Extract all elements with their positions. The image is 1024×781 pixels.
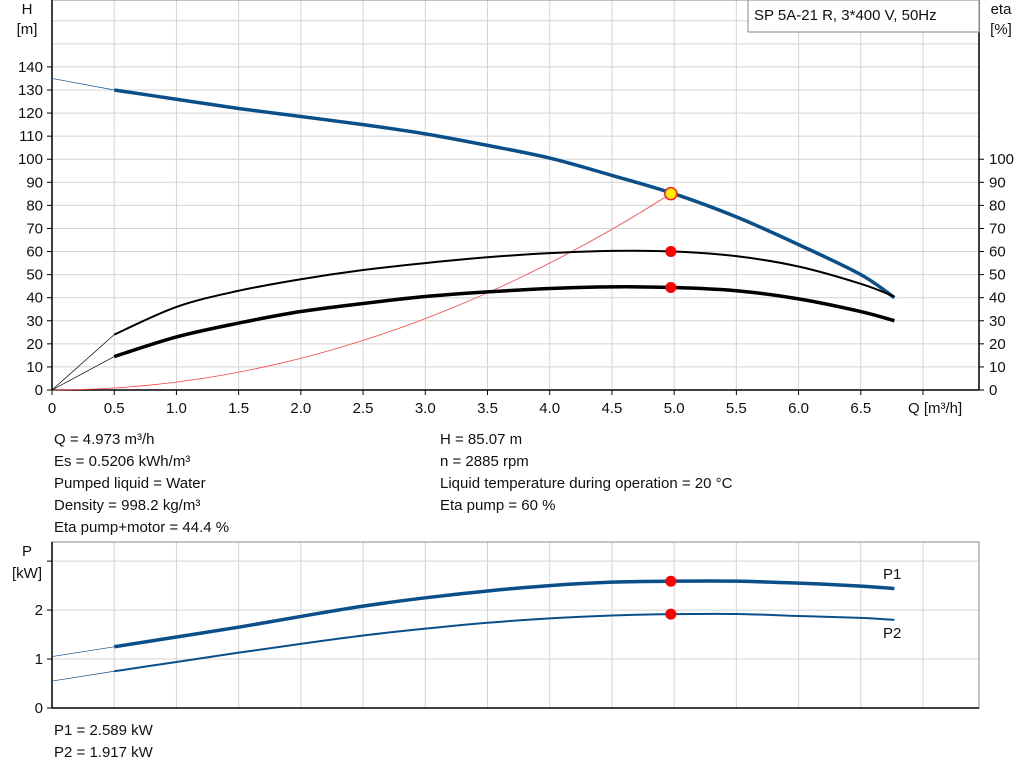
y-tick-label-right: 60 — [989, 244, 1006, 261]
info-flow: Q = 4.973 m³/h — [54, 431, 155, 448]
x-tick-label: 5.0 — [664, 400, 685, 417]
H-curve — [113, 88, 896, 300]
p2-label: P2 — [883, 625, 901, 642]
duty-point — [665, 246, 677, 258]
y-tick-label: 0 — [35, 700, 43, 717]
x-tick-label: 0.5 — [104, 400, 125, 417]
y-tick-label: 50 — [26, 267, 43, 284]
duty-point — [665, 608, 677, 620]
eta_pump-curve — [113, 249, 895, 336]
info-head: H = 85.07 m — [440, 431, 523, 448]
system-curve — [51, 193, 671, 391]
x-tick-label: 5.5 — [726, 400, 747, 417]
x-tick-label: 6.0 — [788, 400, 809, 417]
y-axis-right-unit: [%] — [990, 21, 1012, 38]
info-p1: P1 = 2.589 kW — [54, 722, 153, 739]
info-temperature: Liquid temperature during operation = 20… — [440, 475, 733, 492]
y-tick-label: 20 — [26, 336, 43, 353]
y-tick-label-right: 30 — [989, 313, 1006, 330]
info-p2: P2 = 1.917 kW — [54, 744, 153, 761]
y-tick-label: 100 — [18, 151, 43, 168]
duty-info-left: Q = 4.973 m³/h Es = 0.5206 kWh/m³ Pumped… — [54, 429, 229, 539]
y-tick-label: 80 — [26, 197, 43, 214]
eta_pump-extension — [51, 334, 115, 391]
y-tick-label-right: 70 — [989, 220, 1006, 237]
x-axis-label: Q [m³/h] — [908, 400, 962, 417]
x-tick-label: 4.5 — [602, 400, 623, 417]
y-tick-label: 110 — [19, 128, 43, 145]
title-box — [747, 0, 980, 33]
y-tick-label-right: 40 — [989, 290, 1006, 307]
p2-curve — [114, 612, 895, 673]
y-tick-label: 140 — [18, 59, 43, 76]
x-tick-label: 1.0 — [166, 400, 187, 417]
H-extension — [51, 78, 115, 91]
y-axis-unit: [kW] — [12, 565, 42, 582]
y-tick-label: 70 — [26, 220, 43, 237]
x-tick-label: 2.0 — [290, 400, 311, 417]
info-speed: n = 2885 rpm — [440, 453, 529, 470]
p1-extension — [51, 646, 115, 657]
y-tick-label: 130 — [18, 82, 43, 99]
x-tick-label: 3.0 — [415, 400, 436, 417]
p1-curve — [113, 579, 895, 649]
y-tick-label-right: 10 — [989, 359, 1006, 376]
eta_total-curve — [113, 285, 895, 359]
y-tick-label-right: 20 — [989, 336, 1006, 353]
x-tick-label: 6.5 — [850, 400, 871, 417]
y-tick-label: 120 — [18, 105, 43, 122]
duty-info-right: H = 85.07 m n = 2885 rpm Liquid temperat… — [440, 429, 732, 517]
power-panel-frame — [51, 541, 980, 709]
x-tick-label: 0 — [48, 400, 56, 417]
y-tick-label: 0 — [35, 382, 43, 399]
y-tick-label-right: 80 — [989, 197, 1006, 214]
y-axis-label: P — [22, 543, 32, 560]
chart-title: SP 5A-21 R, 3*400 V, 50Hz — [754, 7, 937, 24]
y-tick-label: 1 — [35, 651, 43, 668]
info-specific-energy: Es = 0.5206 kWh/m³ — [54, 453, 191, 470]
duty-point — [665, 282, 677, 294]
info-density: Density = 998.2 kg/m³ — [54, 497, 201, 514]
eta_total-extension — [51, 356, 115, 391]
info-eta-pump: Eta pump = 60 % — [440, 497, 556, 514]
y-tick-label-right: 50 — [989, 267, 1006, 284]
p1-label: P1 — [883, 566, 901, 583]
y-tick-label: 60 — [26, 244, 43, 261]
y-tick-label: 10 — [26, 359, 43, 376]
y-axis-right-label: eta — [991, 1, 1013, 18]
x-tick-label: 3.5 — [477, 400, 498, 417]
y-tick-label: 30 — [26, 313, 43, 330]
y-tick-label-right: 100 — [989, 151, 1014, 168]
info-liquid: Pumped liquid = Water — [54, 475, 206, 492]
x-tick-label: 1.5 — [228, 400, 249, 417]
info-eta-total: Eta pump+motor = 44.4 % — [54, 519, 230, 536]
y-tick-label: 90 — [26, 174, 43, 191]
x-tick-label: 2.5 — [353, 400, 374, 417]
duty-point — [664, 186, 678, 201]
y-tick-label-right: 0 — [989, 382, 997, 399]
y-axis-unit: [m] — [17, 21, 38, 38]
duty-point — [665, 575, 677, 587]
y-tick-label: 2 — [35, 602, 43, 619]
y-tick-label: 40 — [26, 290, 43, 307]
y-tick-label-right: 90 — [989, 174, 1006, 191]
p2-extension — [51, 670, 115, 682]
power-info: P1 = 2.589 kW P2 = 1.917 kW — [54, 720, 153, 764]
y-axis-label: H — [22, 1, 33, 18]
x-tick-label: 4.0 — [539, 400, 560, 417]
